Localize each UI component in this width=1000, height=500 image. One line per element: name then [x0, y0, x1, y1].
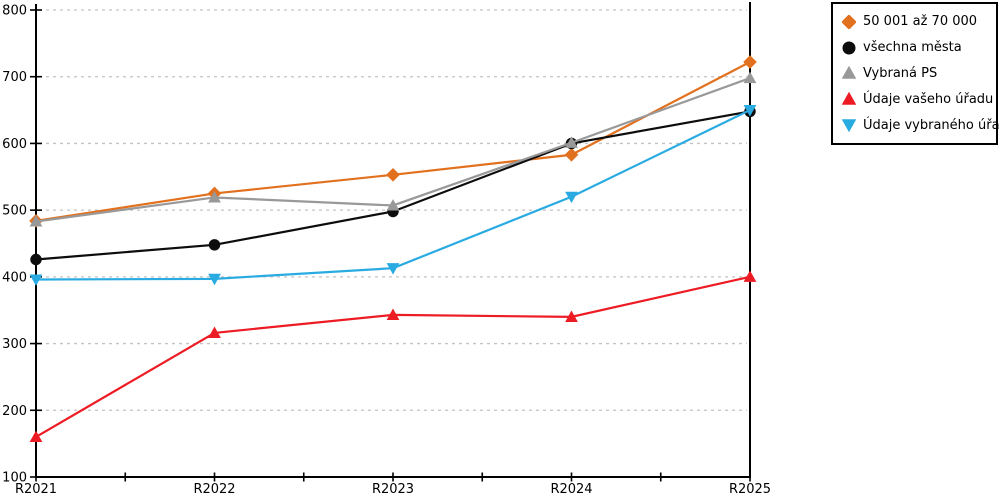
diamond-icon [842, 14, 856, 29]
svg-text:R2023: R2023 [372, 482, 414, 497]
legend-label: Údaje vybraného úřadu [863, 117, 1000, 133]
legend-item-vsechna-mesta: všechna města [842, 41, 994, 55]
legend-item-vybrana-ps: Vybraná PS [842, 66, 994, 80]
svg-text:R2021: R2021 [15, 482, 57, 497]
triangle-up-icon [842, 92, 856, 106]
svg-text:400: 400 [2, 270, 27, 285]
legend-label: 50 001 až 70 000 [863, 14, 978, 30]
svg-text:700: 700 [2, 70, 27, 85]
svg-text:500: 500 [2, 204, 27, 219]
triangle-up-icon [842, 66, 856, 80]
svg-text:600: 600 [2, 137, 27, 152]
legend-item-udaje-vybraneho-uradu: Údaje vybraného úřadu [842, 118, 1000, 133]
svg-text:200: 200 [2, 404, 27, 419]
svg-text:R2025: R2025 [729, 482, 771, 497]
circle-icon [842, 41, 856, 55]
svg-text:300: 300 [2, 337, 27, 352]
chart-legend: 50 001 až 70 000 všechna města Vybraná P… [831, 2, 1000, 145]
svg-text:800: 800 [2, 4, 27, 19]
legend-label: všechna města [863, 40, 962, 56]
svg-text:R2022: R2022 [193, 482, 235, 497]
svg-text:100: 100 [2, 471, 27, 486]
triangle-down-icon [842, 119, 856, 133]
legend-item-udaje-vaseho-uradu: Údaje vašeho úřadu [842, 92, 994, 106]
legend-label: Údaje vašeho úřadu [863, 91, 994, 107]
svg-text:R2024: R2024 [550, 482, 592, 497]
legend-label: Vybraná PS [863, 65, 938, 81]
legend-item-50001-az-70000: 50 001 až 70 000 [842, 14, 994, 30]
